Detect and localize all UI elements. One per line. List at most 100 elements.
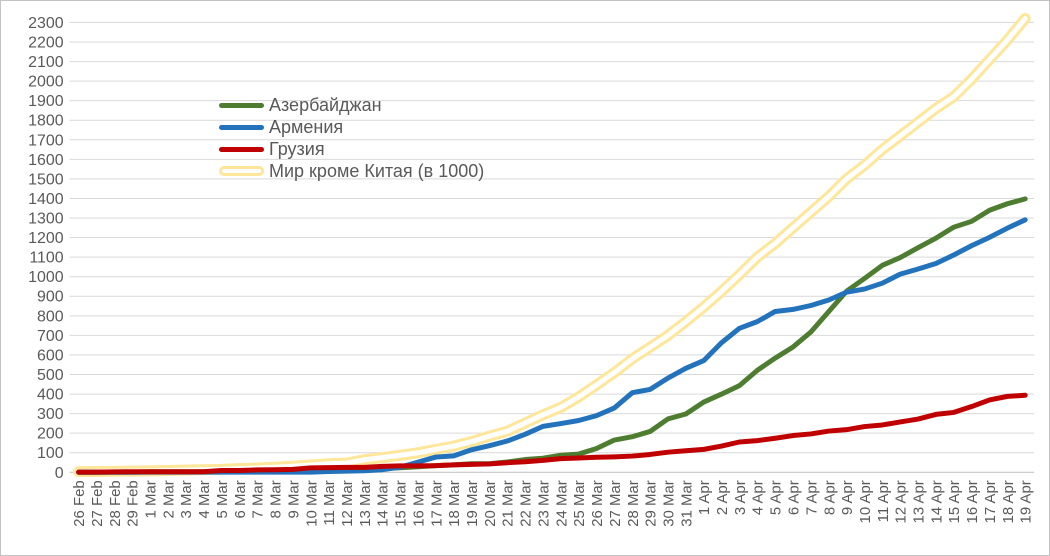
svg-text:19 Mar: 19 Mar xyxy=(464,480,481,527)
svg-text:1500: 1500 xyxy=(28,171,64,188)
svg-text:900: 900 xyxy=(37,289,64,306)
svg-text:1300: 1300 xyxy=(28,210,64,227)
svg-text:4 Apr: 4 Apr xyxy=(750,480,767,515)
svg-text:4 Mar: 4 Mar xyxy=(196,480,213,518)
svg-text:11 Apr: 11 Apr xyxy=(875,480,892,522)
svg-text:2300: 2300 xyxy=(28,15,64,32)
legend-line-swatch-red xyxy=(219,146,264,152)
legend-label: Грузия xyxy=(269,139,325,159)
svg-text:1800: 1800 xyxy=(28,113,64,130)
svg-text:3 Apr: 3 Apr xyxy=(732,480,749,515)
svg-text:15 Mar: 15 Mar xyxy=(393,480,410,527)
svg-text:9 Apr: 9 Apr xyxy=(839,480,856,515)
svg-text:17 Mar: 17 Mar xyxy=(428,480,445,527)
svg-text:10 Mar: 10 Mar xyxy=(303,480,320,527)
svg-text:22 Mar: 22 Mar xyxy=(518,480,535,527)
legend-label: Азербайджан xyxy=(269,95,382,115)
svg-text:5 Apr: 5 Apr xyxy=(768,480,785,515)
svg-text:6 Mar: 6 Mar xyxy=(232,480,249,518)
legend-label: Мир кроме Китая (в 1000) xyxy=(269,161,485,181)
svg-text:20 Mar: 20 Mar xyxy=(482,480,499,527)
svg-text:27 Feb: 27 Feb xyxy=(89,480,106,527)
svg-text:12 Mar: 12 Mar xyxy=(339,480,356,527)
svg-text:7 Mar: 7 Mar xyxy=(250,480,267,518)
svg-text:26 Feb: 26 Feb xyxy=(71,480,88,527)
gridlines xyxy=(69,21,1035,473)
svg-text:1100: 1100 xyxy=(29,250,63,267)
svg-text:2 Mar: 2 Mar xyxy=(160,480,177,518)
svg-text:23 Mar: 23 Mar xyxy=(535,480,552,527)
svg-text:2100: 2100 xyxy=(28,54,64,71)
svg-text:0: 0 xyxy=(55,465,64,482)
svg-text:100: 100 xyxy=(37,445,64,462)
svg-text:11 Mar: 11 Mar xyxy=(321,480,338,525)
svg-text:27 Mar: 27 Mar xyxy=(607,480,624,527)
series-lines xyxy=(73,13,1031,478)
svg-text:300: 300 xyxy=(37,406,64,423)
svg-text:13 Mar: 13 Mar xyxy=(357,480,374,527)
x-axis-tick-labels: 26 Feb 27 Feb 28 Feb 29 Feb 1 Mar 2 Mar 3 Mar 4… xyxy=(71,480,1035,527)
svg-text:13 Apr: 13 Apr xyxy=(911,480,928,523)
svg-text:16 Apr: 16 Apr xyxy=(964,480,981,523)
legend-label: Армения xyxy=(269,117,344,137)
svg-text:500: 500 xyxy=(37,367,64,384)
svg-text:1 Mar: 1 Mar xyxy=(143,480,160,518)
series-line-2 xyxy=(76,217,1028,475)
series-line-0 xyxy=(73,13,1031,478)
svg-text:2200: 2200 xyxy=(28,34,64,51)
svg-text:1 Apr: 1 Apr xyxy=(696,480,713,515)
svg-text:1200: 1200 xyxy=(28,230,64,247)
legend-line-swatch-green xyxy=(219,102,264,108)
svg-text:16 Mar: 16 Mar xyxy=(410,480,427,527)
svg-text:1700: 1700 xyxy=(28,132,64,149)
svg-text:28 Mar: 28 Mar xyxy=(625,480,642,527)
legend-line-swatch-yellow xyxy=(219,166,264,176)
svg-text:1900: 1900 xyxy=(28,93,64,110)
svg-text:8 Mar: 8 Mar xyxy=(267,480,284,518)
svg-text:31 Mar: 31 Mar xyxy=(678,480,695,527)
svg-text:17 Apr: 17 Apr xyxy=(982,480,999,523)
svg-text:28 Feb: 28 Feb xyxy=(107,480,124,527)
svg-text:29 Feb: 29 Feb xyxy=(125,480,142,527)
svg-text:14 Apr: 14 Apr xyxy=(928,480,945,523)
svg-text:1600: 1600 xyxy=(28,152,64,169)
series-line-3 xyxy=(76,392,1028,475)
legend-item-azerbaijan: Азербайджан xyxy=(219,94,484,116)
svg-text:10 Apr: 10 Apr xyxy=(857,480,874,523)
svg-text:3 Mar: 3 Mar xyxy=(178,480,195,518)
svg-text:6 Apr: 6 Apr xyxy=(786,480,803,515)
svg-text:9 Mar: 9 Mar xyxy=(285,480,302,518)
svg-text:8 Apr: 8 Apr xyxy=(821,480,838,515)
svg-text:18 Mar: 18 Mar xyxy=(446,480,463,527)
svg-text:2 Apr: 2 Apr xyxy=(714,480,731,515)
y-axis-tick-labels: 0 100 200 300 400 500 600 700 800 900 1000 1100 1200… xyxy=(28,15,64,482)
svg-text:18 Apr: 18 Apr xyxy=(1000,480,1017,523)
svg-text:600: 600 xyxy=(37,347,64,364)
svg-text:5 Mar: 5 Mar xyxy=(214,480,231,518)
svg-text:30 Mar: 30 Mar xyxy=(660,480,677,527)
svg-text:7 Apr: 7 Apr xyxy=(803,480,820,515)
svg-text:25 Mar: 25 Mar xyxy=(571,480,588,527)
legend-item-world-except-china: Мир кроме Китая (в 1000) xyxy=(219,160,484,182)
svg-text:14 Mar: 14 Mar xyxy=(375,480,392,527)
chart-legend: Азербайджан Армения Грузия Мир кроме Кит… xyxy=(219,94,484,182)
legend-item-armenia: Армения xyxy=(219,116,484,138)
svg-text:19 Apr: 19 Apr xyxy=(1018,480,1035,523)
legend-item-georgia: Грузия xyxy=(219,138,484,160)
series-line-0-core xyxy=(76,16,1028,475)
svg-text:200: 200 xyxy=(37,426,64,443)
svg-text:2000: 2000 xyxy=(28,74,64,91)
svg-text:800: 800 xyxy=(37,308,64,325)
legend-line-swatch-blue xyxy=(219,124,264,130)
svg-text:700: 700 xyxy=(37,328,64,345)
svg-text:12 Apr: 12 Apr xyxy=(893,480,910,523)
svg-text:1400: 1400 xyxy=(28,191,64,208)
svg-text:24 Mar: 24 Mar xyxy=(553,480,570,527)
svg-text:29 Mar: 29 Mar xyxy=(643,480,660,527)
svg-text:26 Mar: 26 Mar xyxy=(589,480,606,527)
svg-text:15 Apr: 15 Apr xyxy=(946,480,963,523)
svg-text:400: 400 xyxy=(37,387,64,404)
svg-text:1000: 1000 xyxy=(28,269,64,286)
